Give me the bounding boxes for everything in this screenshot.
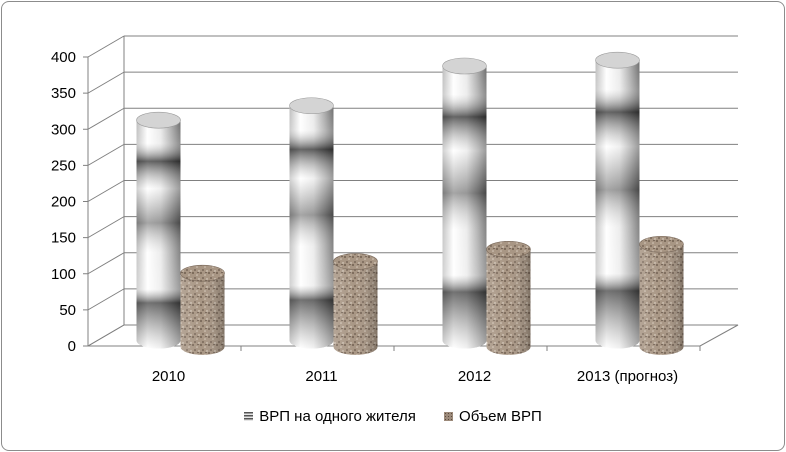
gridline-side (87, 216, 125, 239)
legend-label-series-1: ВРП на одного жителя (259, 408, 416, 425)
bar-series-1 (289, 97, 334, 349)
legend-swatch-series-2 (444, 412, 454, 421)
x-tick-label: 2012 (458, 368, 491, 385)
y-tick-label: 150 (51, 230, 76, 247)
bar-series-2 (180, 264, 225, 355)
bar-series-1 (595, 51, 640, 349)
cylinder-top (442, 57, 487, 75)
y-tick-label: 200 (51, 194, 76, 211)
cylinder-top (136, 111, 181, 129)
y-tick-label: 50 (59, 302, 76, 319)
x-tick-label: 2013 (прогноз) (577, 368, 678, 385)
y-axis-ticks: 0 50 100 150 200 250 300 350 400 (51, 49, 88, 355)
bar-series-1 (442, 57, 487, 349)
cylinder-shading (442, 66, 487, 349)
cylinder-top (595, 51, 640, 69)
cylinder-shading (639, 244, 684, 355)
cylinder-shading (595, 60, 640, 349)
y-tick-label: 350 (51, 85, 76, 102)
y-tick-label: 250 (51, 157, 76, 174)
gridline-side (87, 107, 125, 130)
cylinder-top (289, 97, 334, 115)
bar-series-1 (136, 111, 181, 349)
y-tick-label: 400 (51, 49, 76, 66)
bar-series-2 (333, 253, 378, 355)
gridline-side (87, 288, 125, 311)
cylinder-shading (136, 120, 181, 349)
legend-label-series-2: Объем ВРП (459, 408, 542, 425)
cylinder-shading (180, 273, 225, 355)
gridline-side (87, 252, 125, 275)
legend-item-series-1: ВРП на одного жителя (244, 408, 416, 425)
gridline-side (87, 71, 125, 94)
x-axis-ticks: 2010 2011 2012 2013 (прогноз) (152, 346, 701, 385)
legend: ВРП на одного жителя Объем ВРП (0, 408, 786, 425)
cylinder-shading (289, 105, 334, 349)
gridline-side (87, 180, 125, 202)
y-tick-label: 300 (51, 121, 76, 138)
y-tick-label: 0 (68, 338, 76, 355)
legend-item-series-2: Объем ВРП (444, 408, 542, 425)
x-tick-label: 2010 (152, 368, 185, 385)
cylinder-top (639, 235, 684, 253)
cylinder-shading (333, 261, 378, 355)
cylinder-top (180, 264, 225, 282)
cylinder-shading (486, 249, 531, 355)
gridline-side (87, 143, 125, 166)
x-tick-label: 2011 (305, 368, 337, 385)
gridline-side (87, 35, 125, 58)
y-tick-label: 100 (51, 266, 76, 283)
bars-layer (136, 51, 684, 355)
cylinder-top (333, 253, 378, 270)
legend-swatch-series-1 (244, 412, 254, 421)
cylinder-top (486, 241, 531, 258)
bar-series-2 (486, 241, 531, 355)
bar-series-2 (639, 235, 684, 355)
